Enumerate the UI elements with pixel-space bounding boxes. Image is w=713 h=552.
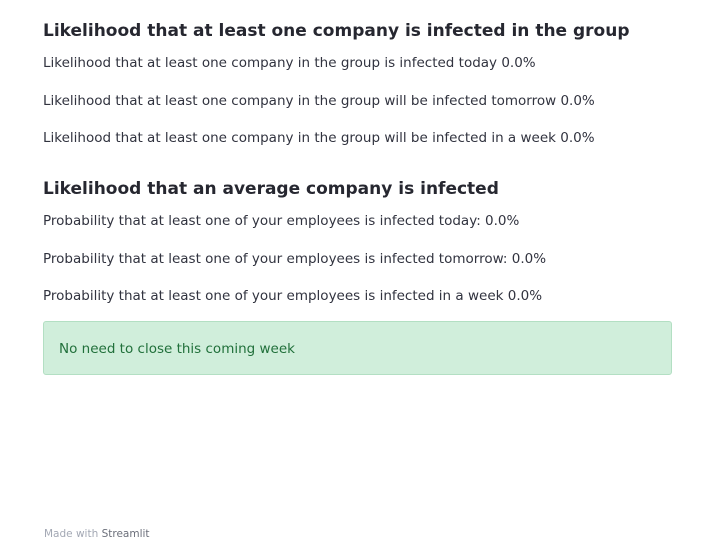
footer-prefix: Made with — [44, 528, 99, 540]
employee-infected-today-text: Probability that at least one of your em… — [43, 213, 520, 229]
group-infected-tomorrow-text: Likelihood that at least one company in … — [43, 93, 595, 109]
success-alert: No need to close this coming week — [43, 321, 672, 375]
employee-infected-tomorrow-text: Probability that at least one of your em… — [43, 251, 547, 267]
streamlit-link[interactable]: Streamlit — [101, 528, 150, 540]
group-infected-week-text: Likelihood that at least one company in … — [43, 130, 595, 146]
success-alert-message: No need to close this coming week — [59, 341, 295, 357]
group-infection-heading: Likelihood that at least one company is … — [43, 21, 630, 41]
group-infected-today-text: Likelihood that at least one company in … — [43, 55, 536, 71]
employee-infected-week-text: Probability that at least one of your em… — [43, 288, 543, 304]
footer: Made with Streamlit — [44, 527, 150, 541]
average-infection-heading: Likelihood that an average company is in… — [43, 179, 499, 199]
